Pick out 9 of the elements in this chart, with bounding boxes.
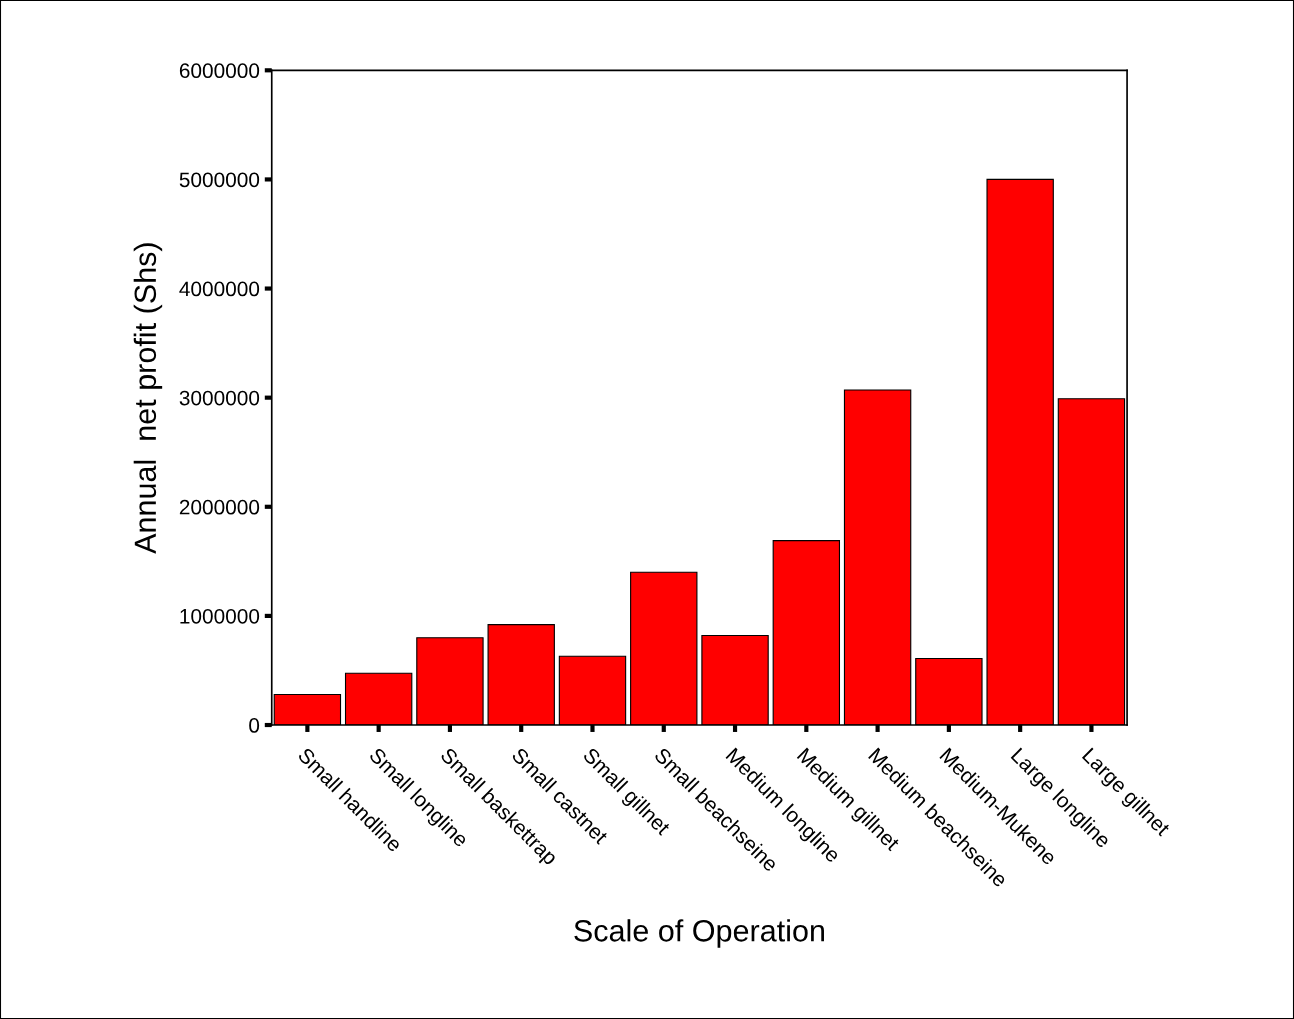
y-tick-label: 5000000 [179, 172, 260, 188]
y-axis-title: Annual net profit (Shs) [133, 243, 163, 554]
y-tick-label: 3000000 [179, 390, 260, 406]
x-axis-title: Scale of Operation [574, 919, 824, 948]
y-tick-label: 1000000 [180, 608, 260, 624]
y-tick-label: 6000000 [179, 63, 260, 79]
y-tick-label: 2000000 [179, 499, 260, 515]
y-tick-label: 4000000 [179, 281, 260, 297]
y-tick-label: 0 [249, 718, 260, 733]
